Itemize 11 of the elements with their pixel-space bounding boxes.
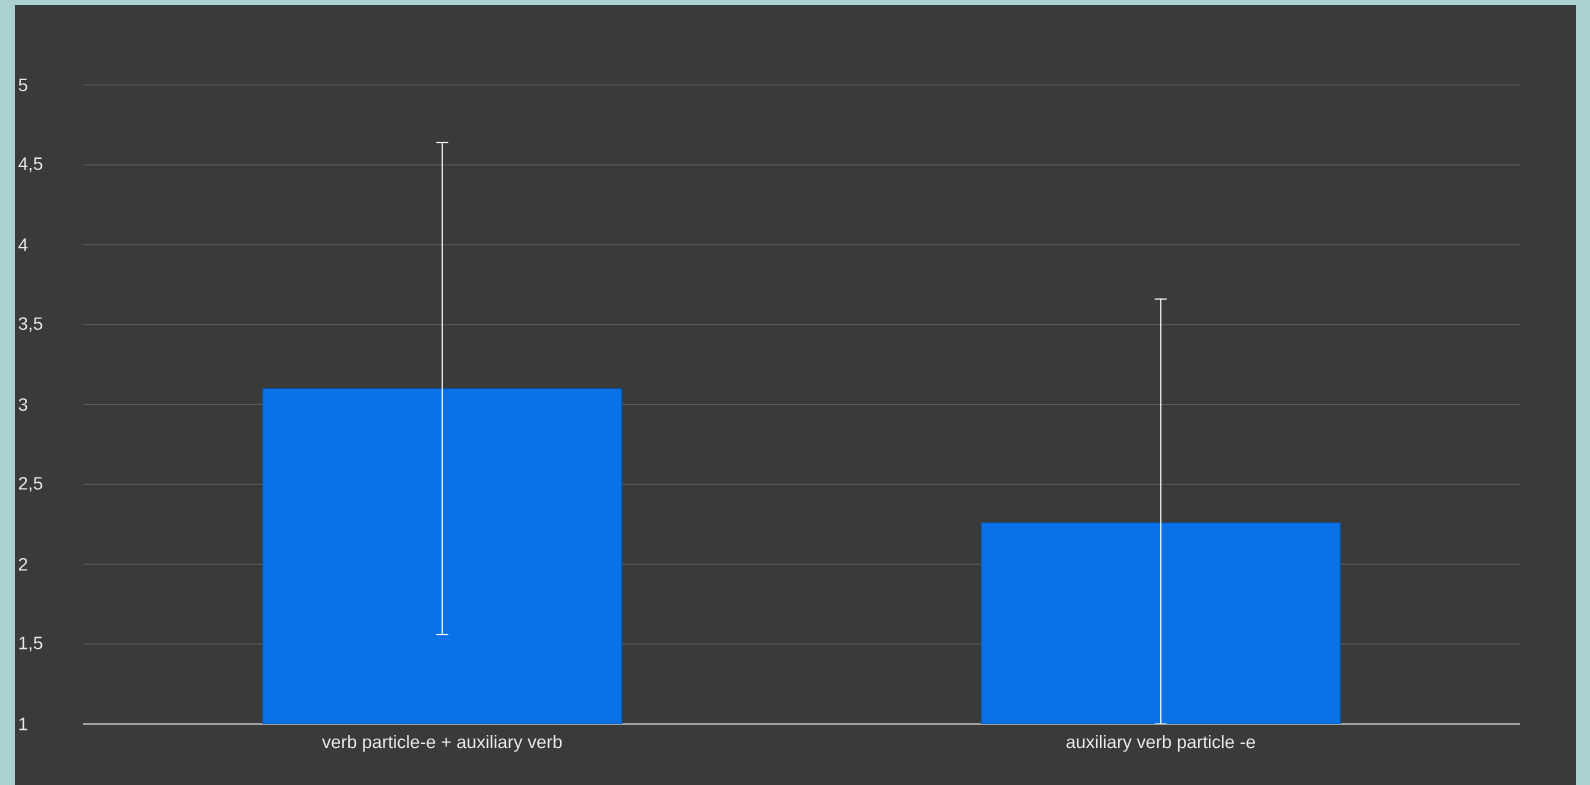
y-tick-label: 5 [18,78,28,92]
y-tick-label: 3,5 [18,317,43,333]
y-tick-label: 4 [18,238,28,251]
y-tick-label: 2,5 [18,476,43,492]
y-tick-label: 4,5 [18,157,43,173]
y-tick-label: 3 [18,398,28,411]
x-tick-label: auxiliary verb particle -e [1066,735,1255,752]
x-tick-label: verb particle-e + auxiliary verb [322,735,562,752]
y-tick-label: 2 [18,557,28,571]
y-tick-label: 1,5 [19,636,43,652]
y-tick-label: 1 [19,717,28,731]
